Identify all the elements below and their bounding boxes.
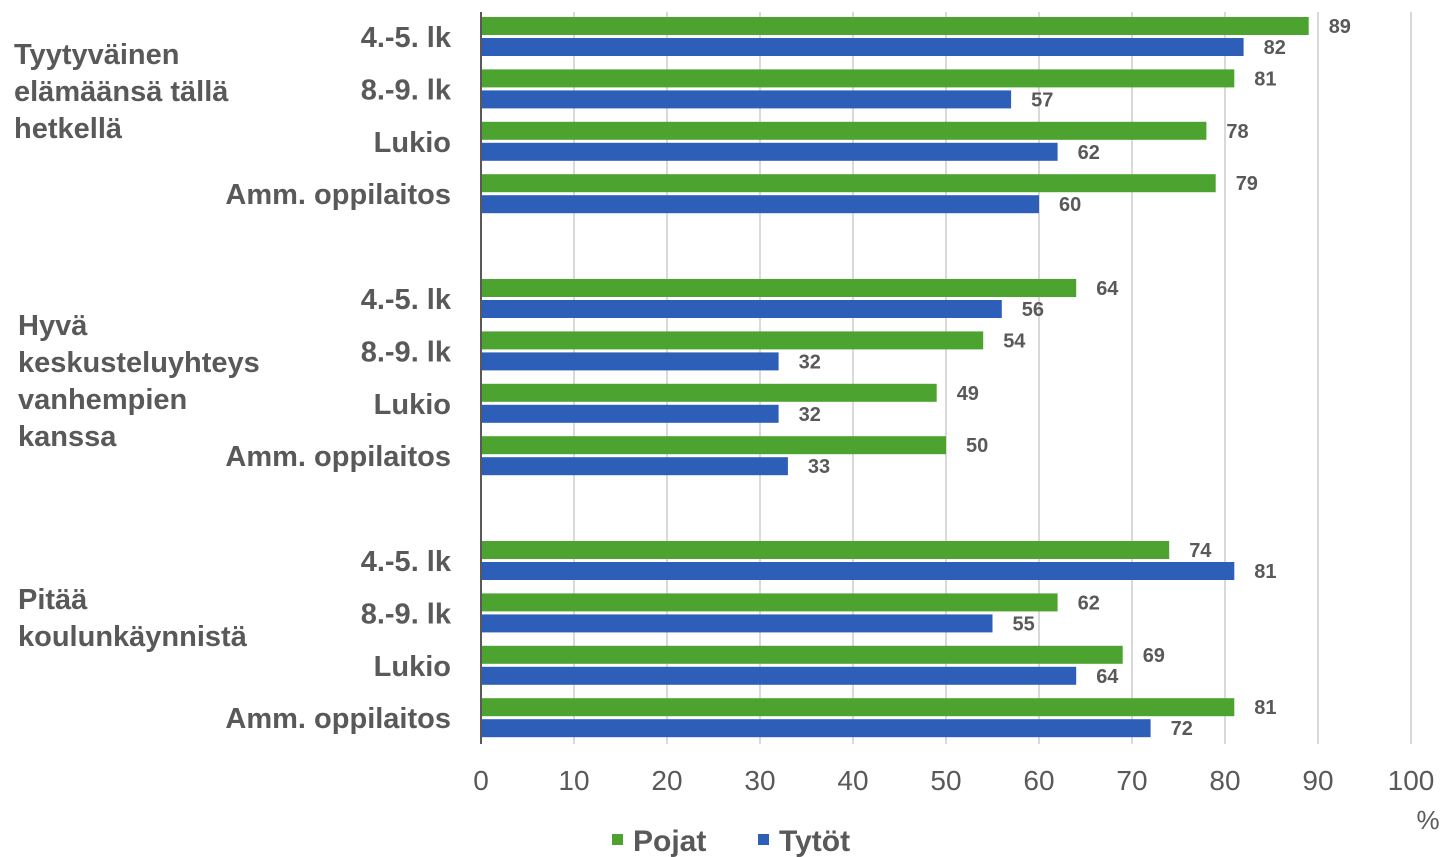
data-label: 32 <box>799 351 821 373</box>
data-label: 33 <box>808 456 830 478</box>
group-label-line: Tyytyväinen <box>14 39 179 71</box>
data-label: 74 <box>1189 540 1212 562</box>
x-axis-tick-labels: 0 10 20 30 40 50 60 70 80 90 100 <box>473 765 1434 796</box>
data-label: 50 <box>966 435 988 457</box>
legend-swatch-tytöt <box>758 834 769 845</box>
bar-pojat <box>482 436 946 455</box>
legend-label-tytöt: Tytöt <box>779 825 850 857</box>
bar-pojat <box>482 383 937 402</box>
data-label: 49 <box>957 383 979 405</box>
x-tick-label-60: 60 <box>1023 765 1054 796</box>
category-label: 8.-9. lk <box>361 598 452 630</box>
data-label: 64 <box>1096 278 1119 300</box>
group-label-line: kanssa <box>18 421 117 453</box>
data-label: 78 <box>1226 121 1248 143</box>
x-tick-label-10: 10 <box>558 765 589 796</box>
bar-pojat <box>482 593 1058 612</box>
legend-swatch-pojat <box>612 834 623 845</box>
x-tick-label-80: 80 <box>1209 765 1240 796</box>
x-tick-label-50: 50 <box>930 765 961 796</box>
data-label: 81 <box>1254 68 1276 90</box>
bar-pojat <box>482 174 1216 193</box>
category-label: Amm. oppilaitos <box>225 441 451 473</box>
category-label: 4.-5. lk <box>361 546 452 578</box>
data-label: 64 <box>1096 666 1119 688</box>
group-labels: Tyytyväinen elämäänsä tällä hetkellä Hyvä ke… <box>14 39 260 653</box>
data-label: 81 <box>1254 561 1276 583</box>
category-label: Lukio <box>374 389 451 421</box>
bar-pojat <box>482 279 1077 297</box>
data-label: 69 <box>1143 645 1165 667</box>
bar-pojat <box>482 69 1235 88</box>
x-tick-label-90: 90 <box>1302 765 1333 796</box>
x-tick-label-70: 70 <box>1116 765 1147 796</box>
legend-label-pojat: Pojat <box>633 825 706 857</box>
group-label-line: hetkellä <box>14 113 123 145</box>
data-label: 72 <box>1171 718 1193 740</box>
bar-tytöt <box>482 457 788 476</box>
category-label: 4.-5. lk <box>361 22 452 54</box>
x-tick-label-100: 100 <box>1388 765 1435 796</box>
bar-pojat <box>482 331 984 350</box>
group-label-line: vanhempien <box>18 384 187 416</box>
bars <box>482 17 1309 738</box>
category-label: Lukio <box>374 127 451 159</box>
bar-tytöt <box>482 300 1002 318</box>
x-tick-label-30: 30 <box>744 765 775 796</box>
legend: Pojat Tytöt <box>612 825 850 857</box>
x-tick-label-20: 20 <box>651 765 682 796</box>
category-label: Lukio <box>374 651 451 683</box>
bar-tytöt <box>482 352 779 371</box>
group-label-line: Pitää <box>18 584 88 616</box>
bar-tytöt <box>482 142 1058 161</box>
bar-tytöt <box>482 719 1151 738</box>
bar-tytöt <box>482 404 779 423</box>
category-label: 8.-9. lk <box>361 336 452 368</box>
data-label: 79 <box>1236 173 1258 195</box>
data-labels: 89 82 81 57 78 62 79 60 64 56 54 32 49 32 50 33 74 81 62 55… <box>799 16 1351 740</box>
bar-pojat <box>482 645 1123 664</box>
bar-pojat <box>482 698 1235 717</box>
x-tick-label-0: 0 <box>473 765 489 796</box>
data-label: 55 <box>1013 613 1035 635</box>
data-label: 62 <box>1078 142 1100 164</box>
bar-pojat <box>482 17 1309 35</box>
group-label-line: elämäänsä tällä <box>14 76 229 108</box>
category-label: 8.-9. lk <box>361 74 452 106</box>
data-label: 60 <box>1059 194 1081 216</box>
bar-pojat <box>482 121 1207 140</box>
group-label-line: koulunkäynnistä <box>18 621 248 653</box>
data-label: 57 <box>1031 89 1053 111</box>
category-label: Amm. oppilaitos <box>225 179 451 211</box>
data-label: 62 <box>1078 592 1100 614</box>
group-label-line: keskusteluyhteys <box>18 347 260 379</box>
bar-tytöt <box>482 38 1244 56</box>
category-label: Amm. oppilaitos <box>225 703 451 735</box>
data-label: 82 <box>1264 37 1286 59</box>
data-label: 56 <box>1022 299 1044 321</box>
bar-pojat <box>482 541 1170 559</box>
bar-tytöt <box>482 562 1235 580</box>
data-label: 54 <box>1003 330 1026 352</box>
bar-tytöt <box>482 195 1039 214</box>
data-label: 32 <box>799 404 821 426</box>
bar-tytöt <box>482 614 993 633</box>
data-label: 81 <box>1254 697 1276 719</box>
x-tick-label-40: 40 <box>837 765 868 796</box>
bar-tytöt <box>482 666 1077 685</box>
data-label: 89 <box>1329 16 1351 38</box>
category-labels: 4.-5. lk 8.-9. lk Lukio Amm. oppilaitos 4.-5… <box>225 22 451 735</box>
category-label: 4.-5. lk <box>361 284 452 316</box>
bar-tytöt <box>482 90 1012 109</box>
group-label-line: Hyvä <box>18 310 88 342</box>
x-axis-unit-label: % <box>1416 805 1439 835</box>
